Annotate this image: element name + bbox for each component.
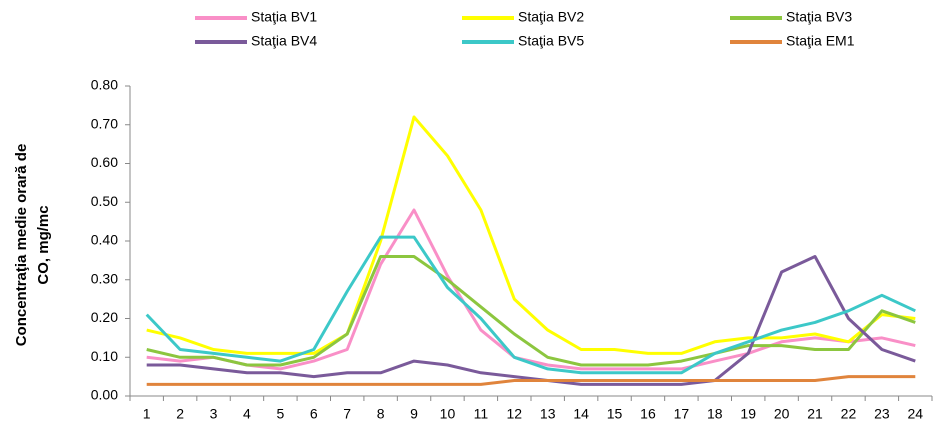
- x-tick-label: 2: [176, 406, 184, 422]
- legend-label: Staţia BV3: [786, 9, 852, 25]
- y-axis-label: CO, mg/mc: [35, 205, 52, 284]
- x-tick-label: 24: [908, 406, 924, 422]
- y-axis-label: Concentraţia medie orară de: [13, 144, 30, 347]
- y-tick-label: 0.40: [91, 232, 118, 248]
- legend-label: Staţia BV4: [251, 33, 317, 49]
- x-tick-label: 7: [343, 406, 351, 422]
- x-tick-label: 13: [540, 406, 556, 422]
- x-tick-label: 4: [243, 406, 251, 422]
- y-tick-label: 0.10: [91, 348, 118, 364]
- legend-label: Staţia BV2: [518, 9, 584, 25]
- x-tick-label: 10: [440, 406, 456, 422]
- x-tick-label: 3: [210, 406, 218, 422]
- x-tick-label: 5: [276, 406, 284, 422]
- x-tick-label: 21: [807, 406, 823, 422]
- x-tick-label: 17: [674, 406, 690, 422]
- x-tick-label: 15: [607, 406, 623, 422]
- series-line: [145, 235, 916, 375]
- x-tick-label: 1: [143, 406, 151, 422]
- legend-label: Staţia BV1: [251, 9, 317, 25]
- x-tick-label: 23: [874, 406, 890, 422]
- series-line: [146, 255, 916, 386]
- x-tick-label: 19: [740, 406, 756, 422]
- y-tick-label: 0.50: [91, 193, 118, 209]
- x-tick-label: 12: [507, 406, 523, 422]
- series-line: [146, 208, 916, 371]
- x-tick-label: 18: [707, 406, 723, 422]
- x-tick-label: 20: [774, 406, 790, 422]
- x-tick-label: 9: [410, 406, 418, 422]
- series-line: [146, 375, 916, 386]
- y-tick-label: 0.80: [91, 77, 118, 93]
- y-tick-label: 0.20: [91, 309, 118, 325]
- x-tick-label: 6: [310, 406, 318, 422]
- y-tick-label: 0.30: [91, 270, 118, 286]
- legend-label: Staţia EM1: [786, 33, 855, 49]
- y-tick-label: 0.70: [91, 115, 118, 131]
- series-line: [146, 115, 916, 355]
- y-tick-label: 0.60: [91, 154, 118, 170]
- x-tick-label: 14: [573, 406, 589, 422]
- x-tick-label: 22: [841, 406, 857, 422]
- x-tick-label: 8: [377, 406, 385, 422]
- x-tick-label: 16: [640, 406, 656, 422]
- series-line: [146, 255, 916, 367]
- legend-label: Staţia BV5: [518, 33, 584, 49]
- y-tick-label: 0.00: [91, 387, 118, 403]
- x-tick-label: 11: [474, 406, 489, 422]
